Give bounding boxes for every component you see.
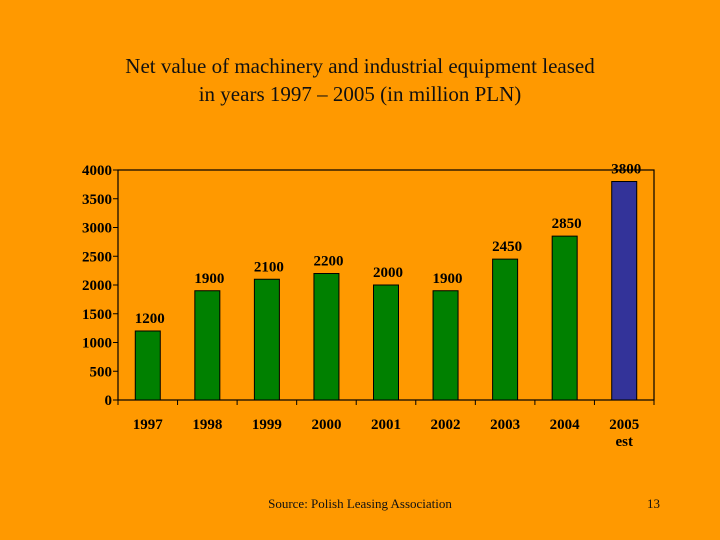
y-tick-label: 4000 bbox=[82, 163, 112, 179]
bar-1999 bbox=[253, 278, 280, 401]
x-tick-label: 1997 bbox=[133, 417, 164, 433]
y-tick-label: 3500 bbox=[82, 192, 112, 208]
bar-2000 bbox=[313, 273, 340, 401]
y-tick-label: 3000 bbox=[82, 221, 112, 237]
y-tick-label: 2000 bbox=[82, 278, 112, 294]
title-line-2: in years 1997 – 2005 (in million PLN) bbox=[198, 82, 522, 106]
data-label: 2100 bbox=[254, 259, 284, 275]
x-tick-label: 2004 bbox=[550, 417, 581, 433]
y-tick-label: 2500 bbox=[82, 249, 112, 265]
data-label: 2000 bbox=[373, 265, 403, 281]
y-tick-label: 500 bbox=[90, 364, 113, 380]
slide-title: Net value of machinery and industrial eq… bbox=[40, 52, 680, 108]
page-number: 13 bbox=[647, 496, 660, 511]
y-tick-label: 1000 bbox=[82, 336, 112, 352]
data-label: 2850 bbox=[552, 216, 582, 232]
y-tick-label: 0 bbox=[105, 393, 113, 409]
x-tick-label: 2002 bbox=[431, 417, 461, 433]
y-tick-label: 1500 bbox=[82, 307, 112, 323]
data-labels: 1200 1900 2100 2200 2000 1900 2450 2850 3800 bbox=[135, 162, 641, 328]
x-tick-label: 2000 bbox=[311, 417, 341, 433]
data-label: 2200 bbox=[313, 254, 343, 270]
bar-1997 bbox=[134, 330, 161, 401]
title-line-1: Net value of machinery and industrial eq… bbox=[125, 54, 595, 78]
data-label: 1900 bbox=[433, 271, 463, 287]
y-axis: 0 500 1000 1500 2000 2500 3000 3500 4000 bbox=[82, 163, 118, 409]
data-label: 3800 bbox=[611, 162, 641, 178]
x-tick-label: 2005 est bbox=[609, 417, 639, 450]
data-label: 1200 bbox=[135, 311, 165, 327]
data-label: 1900 bbox=[194, 271, 224, 287]
data-label: 2450 bbox=[492, 239, 522, 255]
bar-2005-est bbox=[611, 181, 638, 401]
bar-2001 bbox=[373, 284, 399, 401]
bars bbox=[134, 181, 638, 401]
bar-2004 bbox=[551, 235, 578, 401]
bar-1998 bbox=[194, 290, 221, 401]
bar-2002 bbox=[432, 290, 459, 401]
bar-2003 bbox=[492, 258, 519, 401]
x-tick-label: 1999 bbox=[252, 417, 282, 433]
x-tick-label: 2003 bbox=[490, 417, 520, 433]
x-tick-label: 1998 bbox=[192, 417, 222, 433]
source-note: Source: Polish Leasing Association bbox=[268, 496, 452, 511]
x-tick-label: 2001 bbox=[371, 417, 401, 433]
x-axis: 1997 1998 1999 2000 2001 2002 2003 2004 2005 est bbox=[117, 400, 655, 450]
